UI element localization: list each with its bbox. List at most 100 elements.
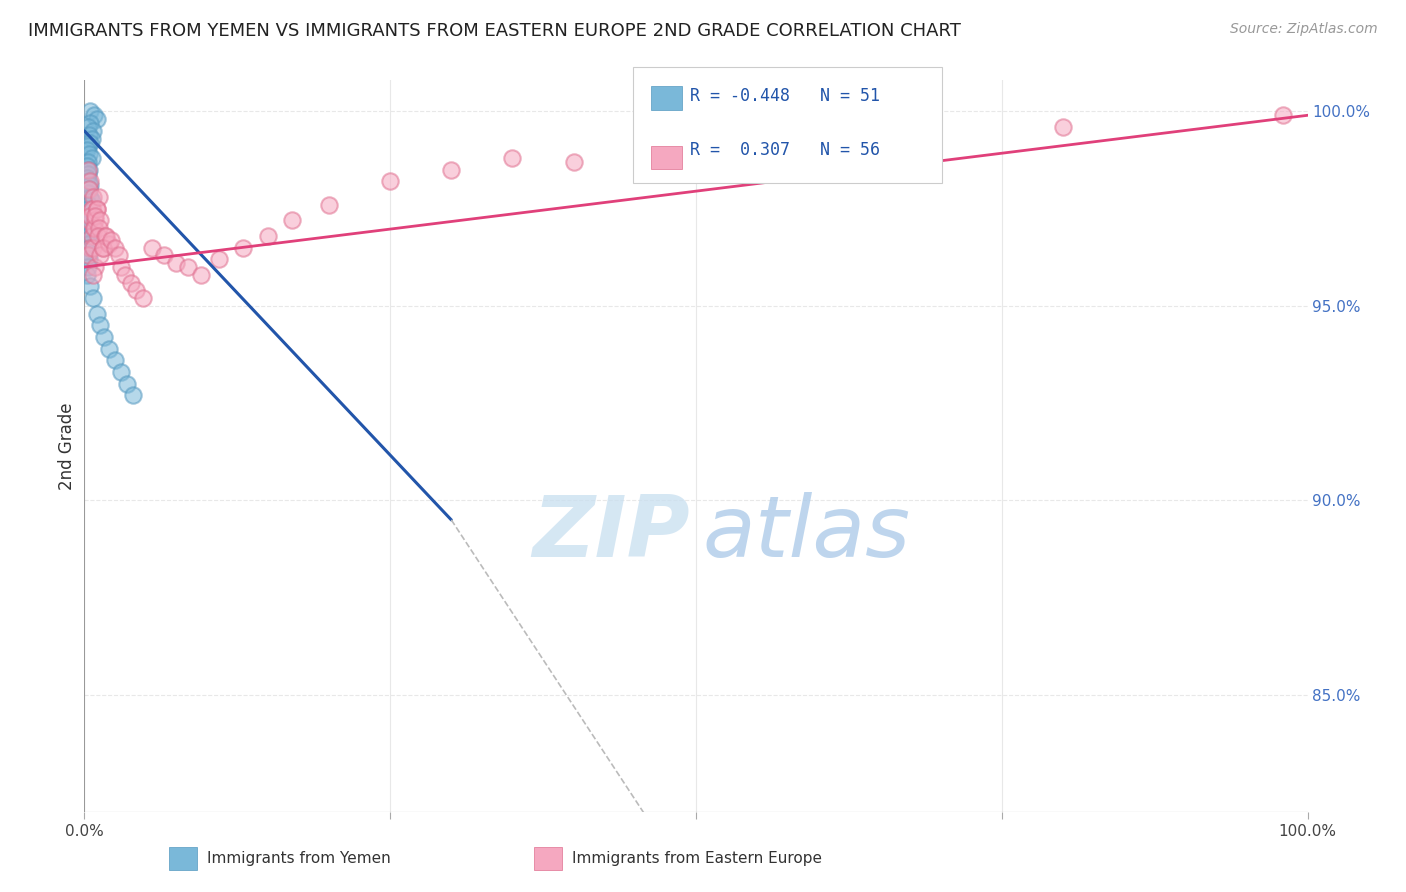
Point bbox=[153, 248, 176, 262]
Y-axis label: 2nd Grade: 2nd Grade bbox=[58, 402, 76, 490]
Point bbox=[89, 248, 111, 262]
Point bbox=[141, 241, 163, 255]
Point bbox=[76, 205, 98, 219]
Point bbox=[125, 284, 148, 298]
Point bbox=[91, 241, 114, 255]
Point bbox=[87, 228, 110, 243]
Point bbox=[82, 268, 104, 282]
Point bbox=[79, 116, 101, 130]
Point bbox=[132, 291, 155, 305]
Point bbox=[76, 217, 98, 231]
Point bbox=[257, 228, 280, 243]
Point bbox=[97, 342, 120, 356]
Point bbox=[82, 124, 104, 138]
Point bbox=[104, 353, 127, 368]
Point bbox=[77, 139, 100, 153]
Point bbox=[83, 221, 105, 235]
Point bbox=[87, 190, 110, 204]
Point bbox=[79, 174, 101, 188]
Point bbox=[281, 213, 304, 227]
Point bbox=[77, 213, 100, 227]
Point bbox=[77, 147, 100, 161]
Point bbox=[79, 178, 101, 193]
Point bbox=[77, 210, 100, 224]
Point bbox=[80, 131, 103, 145]
Point bbox=[685, 144, 707, 158]
Point bbox=[86, 202, 108, 216]
Point bbox=[83, 221, 105, 235]
Point bbox=[1272, 108, 1295, 122]
Point bbox=[807, 131, 830, 145]
Point bbox=[82, 241, 104, 255]
Text: Immigrants from Yemen: Immigrants from Yemen bbox=[207, 851, 391, 866]
Point bbox=[89, 318, 111, 333]
Point bbox=[79, 279, 101, 293]
Point bbox=[114, 268, 136, 282]
Point bbox=[76, 159, 98, 173]
Point bbox=[122, 388, 145, 402]
Point bbox=[177, 260, 200, 274]
Point bbox=[91, 241, 114, 255]
Point bbox=[87, 221, 110, 235]
Point bbox=[104, 241, 127, 255]
Point bbox=[86, 112, 108, 127]
Point bbox=[96, 228, 118, 243]
Text: Immigrants from Eastern Europe: Immigrants from Eastern Europe bbox=[572, 851, 823, 866]
Point bbox=[77, 202, 100, 216]
Point bbox=[77, 167, 100, 181]
Text: R = -0.448   N = 51: R = -0.448 N = 51 bbox=[690, 87, 880, 105]
Point bbox=[79, 241, 101, 255]
Point bbox=[80, 202, 103, 216]
Point bbox=[89, 213, 111, 227]
Point bbox=[77, 155, 100, 169]
Point bbox=[76, 268, 98, 282]
Point bbox=[82, 190, 104, 204]
Point bbox=[107, 248, 129, 262]
Point bbox=[80, 202, 103, 216]
Point bbox=[77, 182, 100, 196]
Point bbox=[80, 228, 103, 243]
Point bbox=[77, 228, 100, 243]
Point bbox=[83, 108, 105, 122]
Point bbox=[110, 365, 132, 379]
Point bbox=[77, 260, 100, 274]
Point bbox=[502, 151, 524, 165]
Point bbox=[77, 198, 100, 212]
Point bbox=[84, 260, 107, 274]
Point bbox=[94, 228, 117, 243]
Point bbox=[232, 241, 254, 255]
Point bbox=[318, 198, 340, 212]
Point bbox=[77, 162, 100, 177]
Point bbox=[440, 162, 463, 177]
Point bbox=[86, 307, 108, 321]
Point bbox=[82, 291, 104, 305]
Point bbox=[77, 213, 100, 227]
Point bbox=[77, 120, 100, 134]
Point bbox=[77, 128, 100, 142]
Point bbox=[77, 252, 100, 267]
Point bbox=[380, 174, 402, 188]
Point bbox=[80, 194, 103, 208]
Point bbox=[190, 268, 212, 282]
Point bbox=[77, 182, 100, 196]
Point bbox=[77, 248, 100, 262]
Point bbox=[76, 233, 98, 247]
Point bbox=[77, 186, 100, 200]
Point bbox=[120, 276, 142, 290]
Point bbox=[77, 248, 100, 262]
Point bbox=[77, 241, 100, 255]
Point bbox=[77, 162, 100, 177]
Point bbox=[110, 260, 132, 274]
Point bbox=[165, 256, 187, 270]
Text: IMMIGRANTS FROM YEMEN VS IMMIGRANTS FROM EASTERN EUROPE 2ND GRADE CORRELATION CH: IMMIGRANTS FROM YEMEN VS IMMIGRANTS FROM… bbox=[28, 22, 960, 40]
Point bbox=[76, 244, 98, 259]
Point bbox=[115, 376, 138, 391]
Point bbox=[79, 210, 101, 224]
Text: Source: ZipAtlas.com: Source: ZipAtlas.com bbox=[1230, 22, 1378, 37]
Point bbox=[562, 155, 585, 169]
Point bbox=[86, 202, 108, 216]
Point bbox=[97, 236, 120, 251]
Point bbox=[84, 210, 107, 224]
Text: R =  0.307   N = 56: R = 0.307 N = 56 bbox=[690, 141, 880, 159]
Point bbox=[1052, 120, 1074, 134]
